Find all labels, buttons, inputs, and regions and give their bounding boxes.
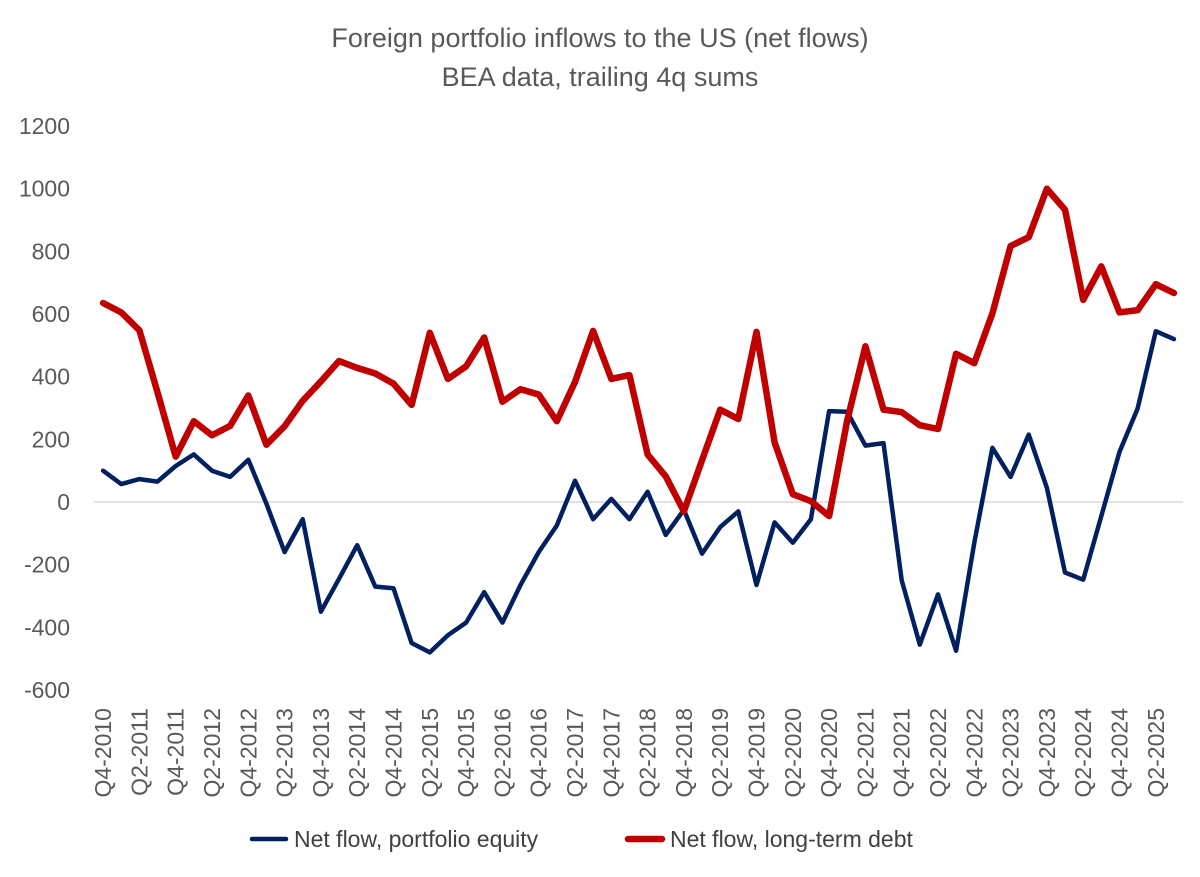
y-tick-label: -600 bbox=[24, 677, 70, 703]
series-layer bbox=[99, 185, 1178, 655]
x-tick-label: Q2-2025 bbox=[1143, 708, 1169, 798]
y-axis: -600 -400 -200 0 200 400 600 800 1000 1200 bbox=[19, 113, 70, 703]
y-tick-label: 600 bbox=[32, 301, 70, 327]
legend: Net flow, portfolio equity Net flow, long… bbox=[249, 826, 914, 852]
x-tick-label: Q2-2013 bbox=[272, 708, 298, 798]
x-tick-label: Q2-2014 bbox=[344, 708, 370, 798]
x-tick-label: Q4-2010 bbox=[90, 708, 116, 798]
x-tick-label: Q2-2011 bbox=[126, 708, 152, 796]
legend-label: Net flow, long-term debt bbox=[670, 826, 914, 852]
x-tick-label: Q4-2023 bbox=[1034, 708, 1060, 798]
x-tick-label: Q2-2021 bbox=[852, 708, 878, 798]
y-tick-label: -400 bbox=[24, 614, 70, 640]
x-tick-label: Q4-2022 bbox=[961, 708, 987, 798]
y-tick-label: 1000 bbox=[19, 176, 70, 202]
chart-title: Foreign portfolio inflows to the US (net… bbox=[331, 23, 868, 53]
x-tick-label: Q4-2016 bbox=[526, 708, 552, 798]
x-tick-label: Q4-2015 bbox=[453, 708, 479, 798]
x-tick-label: Q4-2013 bbox=[308, 708, 334, 798]
y-tick-label: 0 bbox=[57, 489, 70, 515]
x-tick-label: Q4-2020 bbox=[816, 708, 842, 798]
legend-label: Net flow, portfolio equity bbox=[294, 826, 539, 852]
x-tick-label: Q4-2011 bbox=[163, 708, 189, 796]
x-tick-label: Q4-2017 bbox=[598, 708, 624, 798]
x-tick-label: Q2-2012 bbox=[199, 708, 225, 798]
x-tick-label: Q2-2020 bbox=[780, 708, 806, 798]
y-tick-label: 200 bbox=[32, 426, 70, 452]
y-tick-label: -200 bbox=[24, 552, 70, 578]
x-tick-label: Q4-2014 bbox=[380, 708, 406, 798]
x-tick-label: Q4-2024 bbox=[1106, 708, 1132, 798]
x-tick-label: Q4-2018 bbox=[671, 708, 697, 798]
x-tick-label: Q4-2021 bbox=[889, 708, 915, 798]
x-tick-label: Q4-2019 bbox=[743, 708, 769, 798]
x-tick-label: Q4-2012 bbox=[235, 708, 261, 798]
x-tick-label: Q2-2017 bbox=[562, 708, 588, 798]
series-line-long-term-debt bbox=[99, 185, 1178, 520]
y-tick-label: 400 bbox=[32, 364, 70, 390]
x-tick-label: Q2-2015 bbox=[417, 708, 443, 798]
x-tick-label: Q2-2024 bbox=[1070, 708, 1096, 798]
x-tick-label: Q2-2018 bbox=[635, 708, 661, 798]
x-tick-label: Q2-2022 bbox=[925, 708, 951, 798]
x-axis: Q4-2010 Q2-2011 Q4-2011 Q2-2012 Q4-2012 Q2-20… bbox=[90, 501, 1183, 798]
y-tick-label: 1200 bbox=[19, 113, 70, 139]
x-tick-label: Q2-2016 bbox=[489, 708, 515, 798]
series-line-portfolio-equity bbox=[100, 328, 1177, 655]
chart-subtitle: BEA data, trailing 4q sums bbox=[442, 62, 759, 92]
y-tick-label: 800 bbox=[32, 238, 70, 264]
x-tick-label: Q2-2019 bbox=[707, 708, 733, 798]
x-tick-label: Q2-2023 bbox=[998, 708, 1024, 798]
